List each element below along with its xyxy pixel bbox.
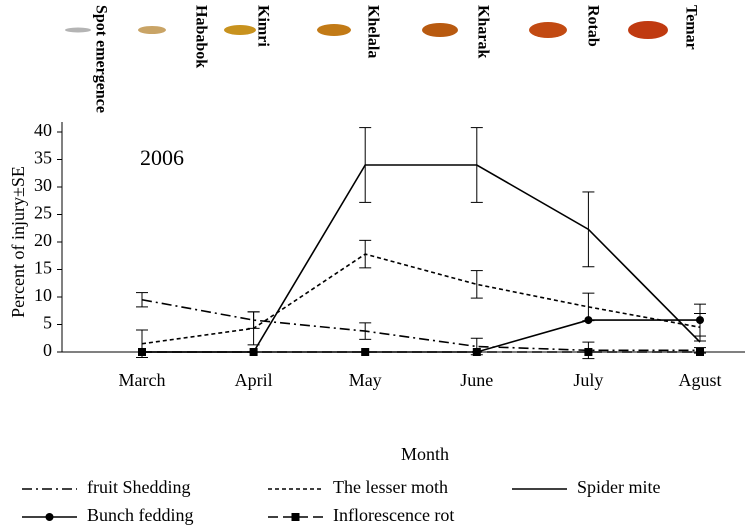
legend-label: Inflorescence rot xyxy=(333,505,454,525)
x-tick-label: March xyxy=(119,370,166,390)
stage-icon xyxy=(65,27,91,33)
x-axis-label: Month xyxy=(401,444,449,464)
x-tick-label: April xyxy=(235,370,273,390)
legend-label: The lesser moth xyxy=(333,477,448,497)
legend-marker xyxy=(45,513,54,521)
marker xyxy=(696,316,704,325)
stage-label: Kimri xyxy=(254,5,271,47)
stage-icon xyxy=(628,21,668,39)
y-tick-label: 10 xyxy=(34,285,52,305)
series-line xyxy=(142,319,700,353)
x-tick-label: July xyxy=(573,370,603,390)
y-tick-label: 5 xyxy=(43,313,52,333)
x-tick-label: May xyxy=(349,370,382,390)
y-axis-label: Percent of injury±SE xyxy=(8,166,28,318)
y-tick-label: 40 xyxy=(34,120,52,140)
marker xyxy=(249,348,258,356)
marker xyxy=(472,348,481,356)
stage-label: Khelala xyxy=(364,5,381,58)
stage-icon xyxy=(422,23,458,37)
y-tick-label: 20 xyxy=(34,230,52,250)
marker xyxy=(361,348,370,356)
stage-icon xyxy=(138,26,166,34)
series-line xyxy=(141,298,700,352)
legend-label: fruit Shedding xyxy=(87,477,191,497)
series-line xyxy=(142,164,701,353)
stage-icon xyxy=(317,24,351,36)
y-tick-label: 15 xyxy=(34,258,52,278)
marker xyxy=(696,348,704,356)
stage-label: Spot emergence xyxy=(92,5,109,113)
stage-icon xyxy=(224,25,256,35)
stage-icon xyxy=(529,22,567,38)
stage-label: Hababok xyxy=(192,5,209,68)
annotation: 2006 xyxy=(140,145,184,170)
stage-label: Temar xyxy=(682,5,699,50)
stage-label: Rotab xyxy=(584,5,601,47)
y-tick-label: 35 xyxy=(34,148,52,168)
x-tick-label: June xyxy=(460,370,493,390)
legend-label: Bunch fedding xyxy=(87,505,193,525)
series-line xyxy=(141,253,701,345)
y-tick-label: 0 xyxy=(43,340,52,360)
legend-label: Spider mite xyxy=(577,477,661,497)
y-tick-label: 25 xyxy=(34,203,52,223)
marker xyxy=(584,316,593,325)
legend-marker xyxy=(291,513,300,521)
marker xyxy=(584,348,593,356)
x-tick-label: Agust xyxy=(678,370,721,390)
marker xyxy=(138,348,146,356)
stage-label: Kharak xyxy=(474,5,491,58)
y-tick-label: 30 xyxy=(34,175,52,195)
